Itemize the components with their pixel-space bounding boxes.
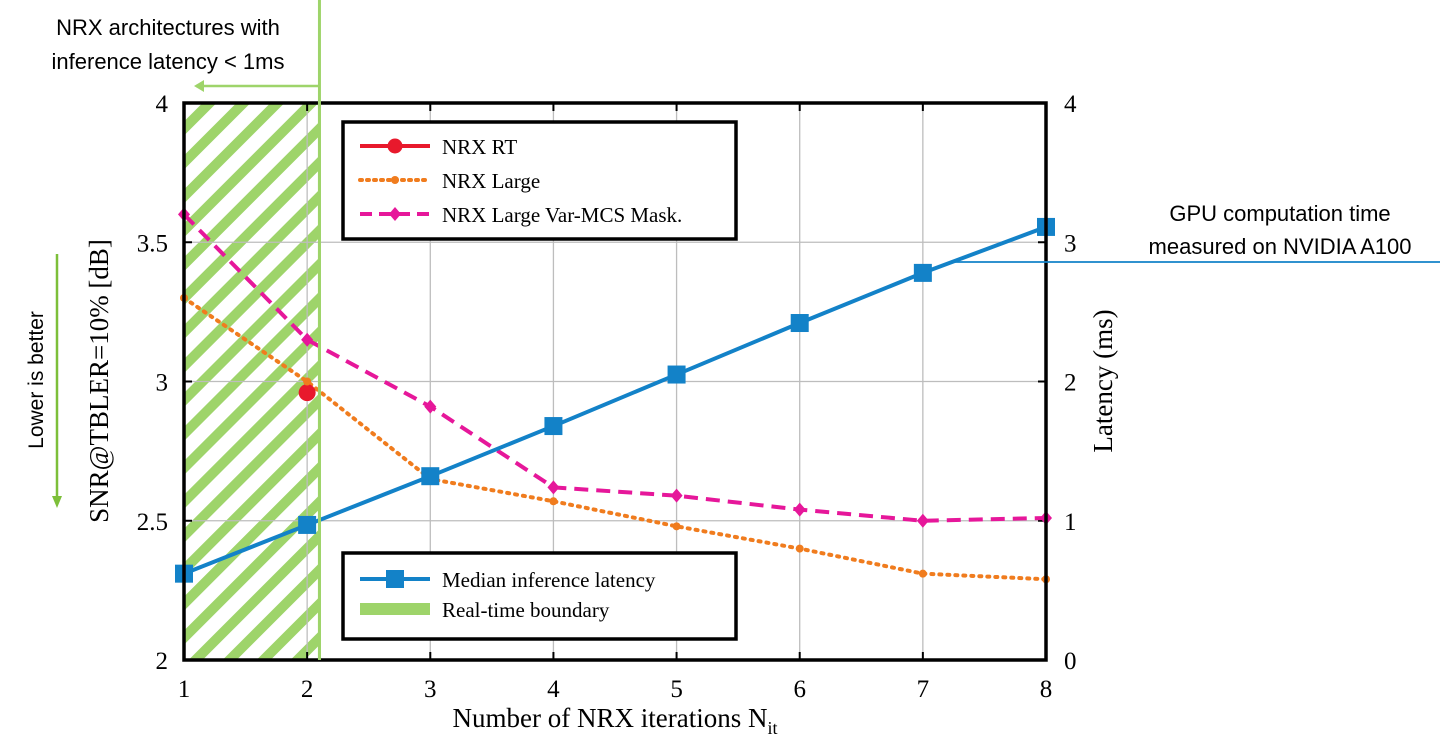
data-point-nrx-large-var-mcs-mask (916, 513, 929, 528)
y-axis-label-right: Latency (ms) (1088, 309, 1118, 452)
down-arrow-icon (52, 496, 62, 508)
y-axis-label: SNR@TBLER=10% [dB] (84, 239, 114, 523)
y-tick-label-right: 1 (1064, 509, 1077, 536)
legend-bottom: Median inference latency Real-time bound… (341, 551, 738, 641)
y-tick-label: 4 (156, 91, 169, 118)
series-layer (184, 212, 1046, 582)
data-point-nrx-large (549, 497, 558, 506)
x-tick-label: 7 (917, 676, 930, 703)
data-point-median-inference-latency (298, 515, 317, 534)
x-tick-label: 4 (547, 676, 560, 703)
data-point-nrx-large (303, 377, 312, 386)
legend-label-nrx-large: NRX Large (442, 169, 540, 193)
legend-marker-nrx-large-var (389, 207, 401, 221)
y-tick-label: 3.5 (137, 230, 168, 257)
data-point-nrx-large-var-mcs-mask (424, 399, 437, 414)
legend-label-boundary: Real-time boundary (442, 598, 610, 622)
y-tick-label-right: 4 (1064, 91, 1077, 118)
realtime-arrow-head-icon (194, 80, 204, 92)
legend-swatch-boundary (360, 603, 430, 615)
data-point-nrx-large (672, 522, 681, 531)
x-axis-label: Number of NRX iterations Nit (453, 703, 778, 738)
x-tick-label: 2 (301, 676, 314, 703)
legend-label-nrx-rt: NRX RT (442, 135, 517, 159)
gpu-annotation: GPU computation time measured on NVIDIA … (955, 201, 1440, 263)
y-tick-label: 3 (156, 370, 169, 397)
legend-label-nrx-large-var: NRX Large Var-MCS Mask. (442, 203, 682, 227)
x-tick-label: 5 (670, 676, 683, 703)
realtime-annotation-line1: NRX architectures with (56, 15, 280, 40)
x-tick-label: 6 (793, 676, 806, 703)
data-point-median-inference-latency (790, 314, 809, 333)
gpu-annotation-line2: measured on NVIDIA A100 (1149, 234, 1412, 259)
x-tick-label: 1 (178, 676, 191, 703)
y-tick-label: 2.5 (137, 509, 168, 536)
data-point-median-inference-latency (667, 365, 686, 384)
data-point-nrx-large-var-mcs-mask (301, 332, 314, 347)
series-line-median-inference-latency (184, 225, 1046, 576)
y-tick-label-right: 2 (1064, 370, 1077, 397)
x-tick-label: 8 (1040, 676, 1053, 703)
legend-marker-nrx-large (391, 176, 399, 184)
series-line-nrx-large-var-mcs-mask (184, 212, 1046, 523)
realtime-annotation: NRX architectures with inference latency… (52, 15, 318, 92)
legend-marker-latency (386, 570, 404, 588)
data-point-nrx-rt (298, 384, 316, 402)
data-point-nrx-large-var-mcs-mask (670, 488, 683, 503)
y-tick-label-right: 0 (1064, 648, 1077, 675)
y-tick-label-right: 3 (1064, 230, 1077, 257)
data-point-median-inference-latency (421, 467, 440, 486)
data-point-nrx-large-var-mcs-mask (793, 502, 806, 517)
data-point-nrx-large (795, 544, 804, 553)
series-line-nrx-large (184, 295, 1046, 582)
markers-layer (175, 207, 1055, 584)
data-point-median-inference-latency (913, 263, 932, 282)
data-point-nrx-large-var-mcs-mask (547, 480, 560, 495)
x-tick-label: 3 (424, 676, 437, 703)
y-tick-label: 2 (156, 648, 169, 675)
legend-top: NRX RT NRX Large NRX Large Var-MCS Mask. (341, 120, 738, 241)
data-point-median-inference-latency (544, 417, 563, 436)
data-point-nrx-large (918, 569, 927, 578)
lower-is-better-label: Lower is better (25, 311, 48, 449)
legend-marker-nrx-rt (387, 138, 403, 154)
legend-bottom-box (341, 551, 738, 641)
lower-is-better: Lower is better (25, 254, 62, 508)
plot-frame (182, 101, 1048, 662)
legend-label-latency: Median inference latency (442, 568, 656, 592)
gpu-annotation-line1: GPU computation time (1169, 201, 1390, 226)
realtime-annotation-line2: inference latency < 1ms (52, 49, 285, 74)
